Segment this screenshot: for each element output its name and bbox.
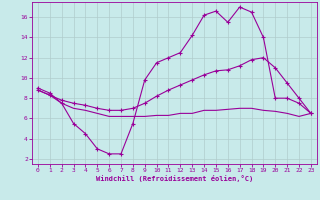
X-axis label: Windchill (Refroidissement éolien,°C): Windchill (Refroidissement éolien,°C) [96, 175, 253, 182]
